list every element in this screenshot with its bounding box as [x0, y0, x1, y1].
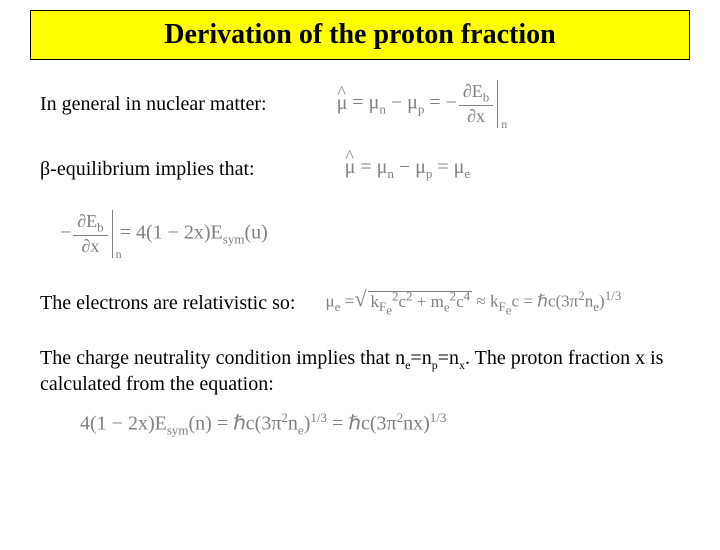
row-beta: β-equilibrium implies that: μ = μn − μp … [40, 156, 680, 182]
eq-esym: − ∂Eb ∂x n = 4(1 − 2x)Esym(u) [60, 210, 680, 258]
row-electrons: The electrons are relativistic so: μe = … [40, 288, 680, 319]
eq-beta: μ = μn − μp = μe [345, 156, 471, 182]
content-area: In general in nuclear matter: μ = μn − μ… [0, 60, 720, 438]
eval-bar-2: n [112, 210, 113, 258]
eval-bar-1: n [497, 80, 498, 128]
sqrt-expr: kFe2c2 + me2c4 [358, 288, 472, 319]
mu-hat-2: μ [345, 156, 356, 178]
title-banner: Derivation of the proton fraction [30, 10, 690, 60]
page-title: Derivation of the proton fraction [164, 19, 555, 50]
eq-mue: μe = kFe2c2 + me2c4 ≈ kFec = ℏc(3π2ne)1/… [325, 288, 621, 319]
mu-hat: μ [337, 92, 348, 114]
frac-dEdx-2: ∂Eb ∂x [73, 211, 107, 258]
label-general: In general in nuclear matter: [40, 93, 267, 116]
eq-mu-hat-def: μ = μn − μp = − ∂Eb ∂x n [337, 80, 501, 128]
frac-dEdx: ∂Eb ∂x [459, 81, 493, 128]
label-electrons: The electrons are relativistic so: [40, 292, 295, 315]
row-general: In general in nuclear matter: μ = μn − μ… [40, 80, 680, 128]
charge-neutrality-text: The charge neutrality condition implies … [40, 347, 680, 396]
eq-final: 4(1 − 2x)Esym(n) = ℏc(3π2ne)1/3 = ℏc(3π2… [80, 410, 680, 439]
label-beta: β-equilibrium implies that: [40, 158, 255, 181]
